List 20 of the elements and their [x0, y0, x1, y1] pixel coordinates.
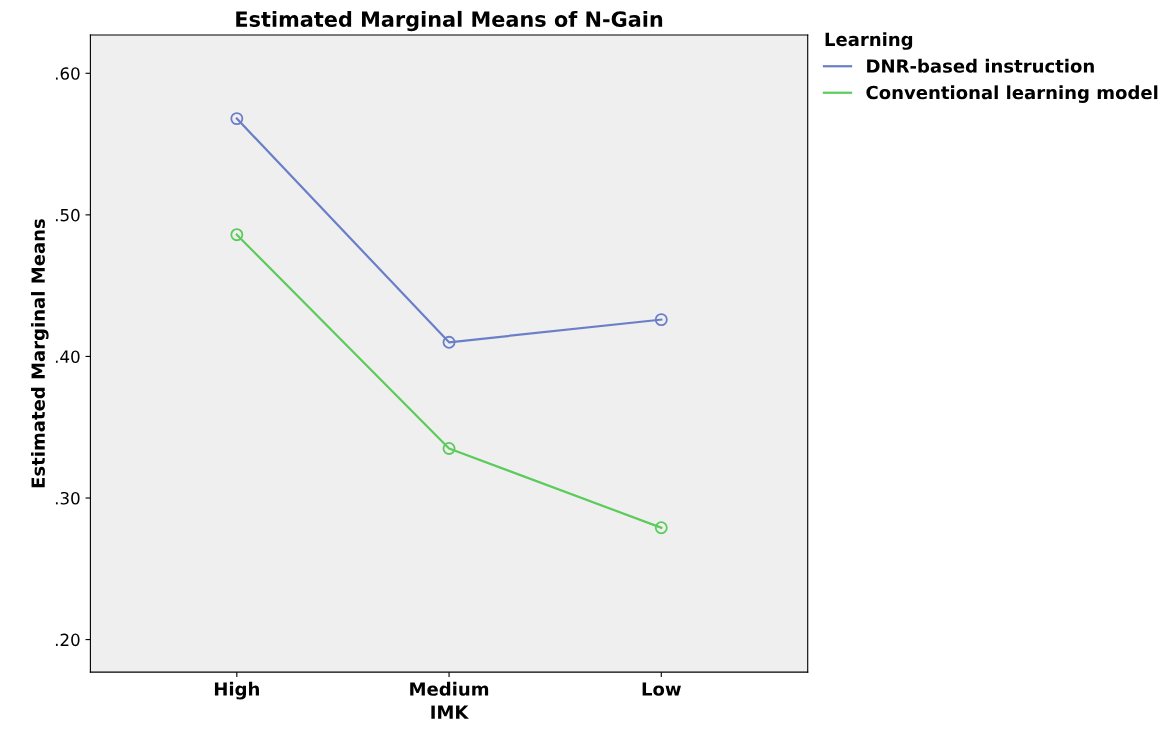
legend-label: DNR-based instruction — [867, 58, 1094, 73]
legend-label: Conventional learning model — [866, 85, 1158, 103]
point — [654, 521, 668, 535]
y-tick-label: .20 — [55, 633, 80, 647]
point — [230, 228, 244, 242]
point — [654, 313, 668, 327]
x-tick-label: Low — [642, 682, 681, 696]
y-axis-title: Estimated Marginal Means — [31, 219, 49, 488]
chart-title: Estimated Marginal Means of N-Gain — [236, 10, 663, 32]
y-tick-label: .50 — [55, 208, 80, 222]
x-tick-label: High — [214, 681, 259, 700]
x-axis-title: IMK — [431, 705, 469, 719]
point — [230, 112, 244, 126]
y-tick-label: .40 — [55, 350, 80, 363]
x-tick-label: Medium — [410, 681, 489, 696]
legend-title: Learning — [825, 32, 913, 50]
point — [442, 335, 456, 349]
y-tick-label: .60 — [55, 67, 80, 80]
y-tick-label: .30 — [55, 491, 80, 505]
point — [442, 441, 456, 455]
